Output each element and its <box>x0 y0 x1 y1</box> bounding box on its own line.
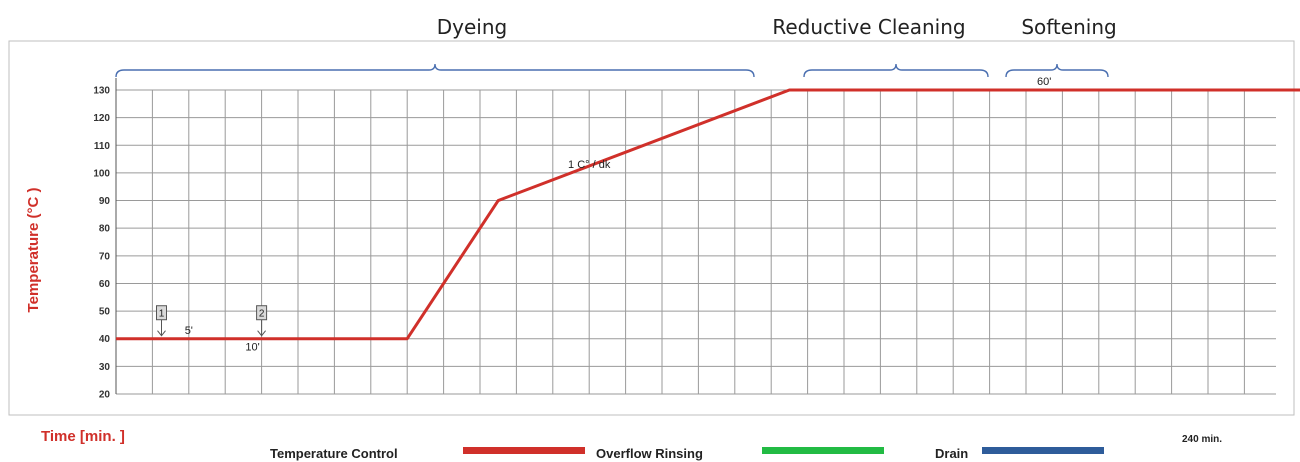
legend-label-temperature-control: Temperature Control <box>270 446 398 461</box>
legend-swatch-temperature-control <box>463 447 585 454</box>
step-marker-label: 2 <box>259 309 265 320</box>
y-tick-label: 90 <box>99 196 111 207</box>
y-tick-label: 80 <box>99 224 111 235</box>
legend-swatch-overflow-rinsing <box>762 447 884 454</box>
annotation-label: 5' <box>185 325 193 337</box>
annotation-label: 10' <box>245 342 259 354</box>
phase-label: Dyeing <box>437 15 507 39</box>
y-tick-label: 60 <box>99 279 111 290</box>
y-tick-label: 40 <box>99 334 111 345</box>
y-tick-label: 70 <box>99 251 111 262</box>
legend-swatch-drain <box>982 447 1104 454</box>
y-tick-labels: 20 30 40 50 60 70 80 90 100 110 120 130 <box>93 86 110 401</box>
x-end-label: 240 min. <box>1182 434 1222 445</box>
annotation-label: 1 C° / dk <box>568 159 611 171</box>
temperature-line-segment <box>116 88 1300 341</box>
series <box>116 88 1300 341</box>
phase-label: Reductive Cleaning <box>772 15 965 39</box>
y-tick-label: 120 <box>93 113 110 124</box>
phase-labels: Dyeing Reductive Cleaning Softening <box>437 15 1117 39</box>
step-markers: 1234 <box>156 305 268 337</box>
step-marker-label: 1 <box>159 309 165 320</box>
phase-braces <box>115 63 1109 78</box>
phase-brace <box>803 63 989 78</box>
step-marker-arrow <box>257 330 266 337</box>
grid <box>115 78 1276 395</box>
y-tick-label: 20 <box>99 390 111 401</box>
y-tick-label: 30 <box>99 362 111 373</box>
legend-label-drain: Drain <box>935 446 968 461</box>
y-tick-label: 50 <box>99 307 111 318</box>
annotation-label: 60' <box>1037 76 1051 88</box>
x-axis-label: Time [min. ] <box>41 428 125 445</box>
step-marker-arrow <box>157 330 166 337</box>
phase-brace <box>1005 63 1109 78</box>
y-axis-label: Temperature (°C ) <box>25 188 42 313</box>
y-tick-label: 130 <box>93 86 110 97</box>
phase-label: Softening <box>1021 15 1116 39</box>
phase-brace <box>115 63 755 78</box>
legend-label-overflow-rinsing: Overflow Rinsing <box>596 446 703 461</box>
y-tick-label: 100 <box>93 168 110 179</box>
y-tick-label: 110 <box>94 141 111 152</box>
legend: Temperature Control Overflow Rinsing Dra… <box>270 446 1104 461</box>
